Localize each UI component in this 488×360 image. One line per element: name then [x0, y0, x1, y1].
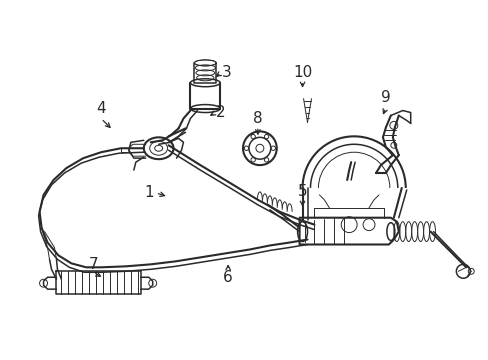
Text: 1: 1 — [143, 185, 153, 201]
Text: 9: 9 — [380, 90, 390, 105]
Text: 4: 4 — [96, 101, 106, 116]
Text: 2: 2 — [215, 105, 224, 120]
Text: 5: 5 — [297, 184, 307, 199]
Text: 3: 3 — [222, 65, 231, 80]
Text: 8: 8 — [253, 111, 262, 126]
Text: 7: 7 — [88, 257, 98, 272]
Text: 10: 10 — [292, 65, 311, 80]
Text: 6: 6 — [223, 270, 232, 285]
